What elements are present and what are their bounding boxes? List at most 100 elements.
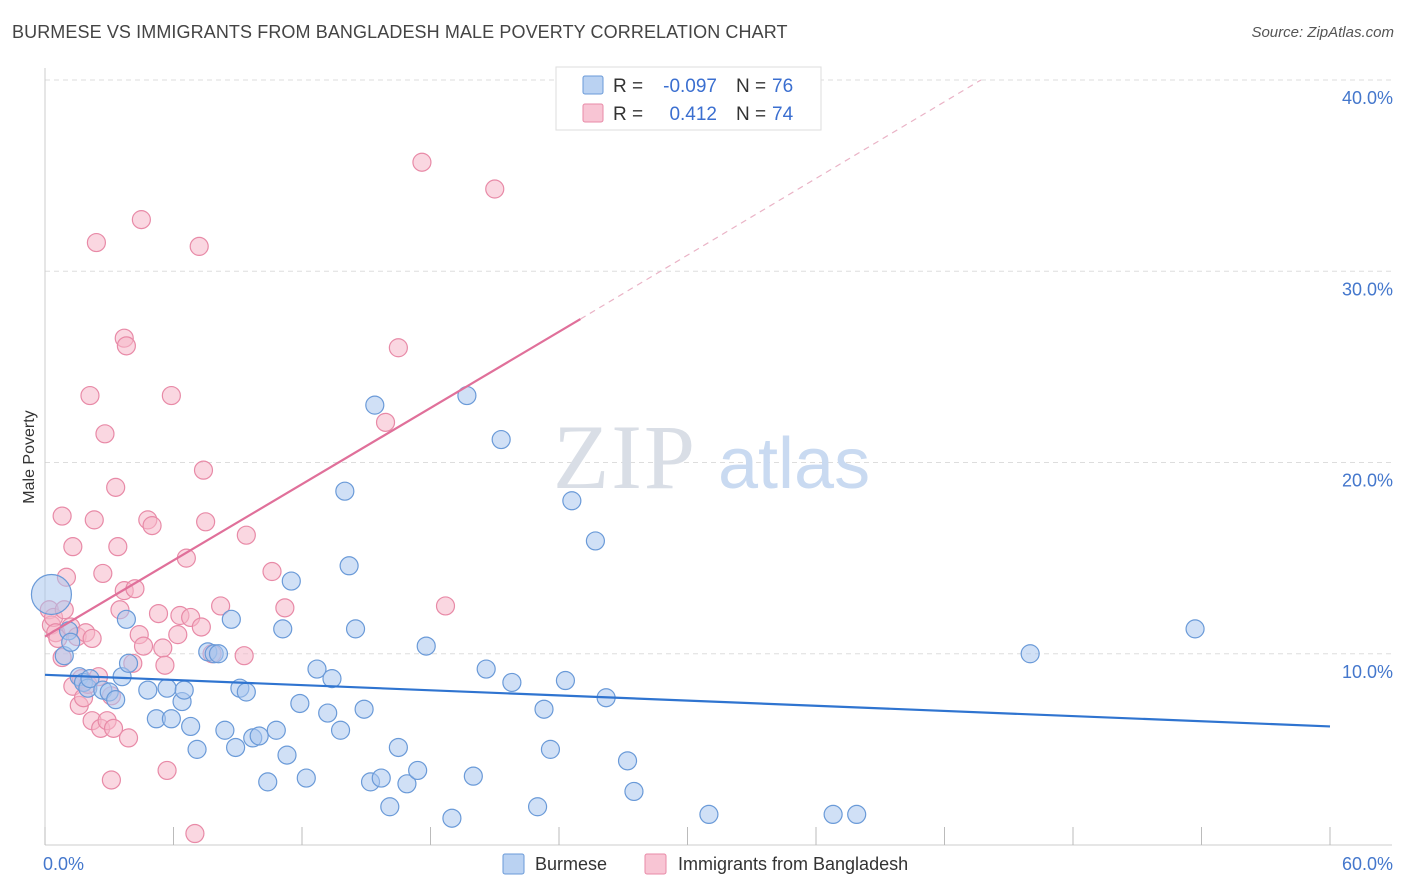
- watermark-atlas: atlas: [718, 424, 870, 504]
- point-bangladesh: [168, 625, 188, 645]
- point-burmese: [161, 709, 181, 729]
- trendlines: [44, 79, 1331, 728]
- point-burmese: [61, 632, 81, 652]
- y-tick-label: 10.0%: [1342, 662, 1393, 682]
- point-bangladesh: [191, 617, 211, 637]
- point-burmese: [555, 670, 576, 691]
- point-burmese: [236, 682, 256, 702]
- point-bangladesh: [193, 460, 214, 480]
- point-burmese: [1020, 644, 1040, 664]
- point-bangladesh: [142, 516, 162, 536]
- legend-r-label-bangladesh: R =: [613, 104, 643, 125]
- bottom-legend-label-bangladesh: Immigrants from Bangladesh: [678, 854, 908, 874]
- point-burmese: [296, 768, 316, 788]
- point-burmese: [290, 693, 310, 714]
- point-burmese: [397, 774, 417, 794]
- point-burmese: [181, 716, 201, 737]
- point-bangladesh: [101, 770, 121, 790]
- point-burmese: [187, 739, 207, 759]
- point-bangladesh: [388, 338, 408, 358]
- y-tick-label: 40.0%: [1342, 88, 1393, 108]
- point-bangladesh: [108, 537, 128, 557]
- point-bangladesh: [412, 152, 432, 172]
- legend-r-value-burmese: -0.097: [663, 76, 717, 97]
- point-bangladesh: [236, 525, 256, 545]
- point-burmese: [277, 745, 297, 765]
- point-bangladesh: [82, 628, 102, 649]
- point-burmese: [562, 491, 582, 511]
- point-bangladesh: [106, 477, 126, 497]
- point-bangladesh: [196, 512, 216, 532]
- point-burmese: [157, 678, 177, 698]
- point-burmese: [388, 737, 408, 758]
- y-tick-label: 30.0%: [1342, 279, 1393, 299]
- point-bangladesh: [86, 232, 107, 253]
- point-burmese: [823, 804, 843, 825]
- series-burmese-points: [30, 385, 1205, 828]
- point-bangladesh: [63, 537, 83, 557]
- point-bangladesh: [131, 210, 151, 230]
- point-burmese: [345, 619, 366, 639]
- point-burmese: [699, 804, 719, 825]
- point-burmese: [266, 720, 286, 740]
- point-burmese: [258, 772, 278, 792]
- bottom-legend-label-burmese: Burmese: [535, 854, 607, 874]
- point-burmese: [318, 703, 338, 723]
- point-burmese: [281, 571, 301, 591]
- point-burmese: [527, 797, 548, 817]
- y-axis-label: Male Poverty: [21, 410, 38, 503]
- legend: R = -0.097 N = 76 R = 0.412 N = 74: [555, 66, 822, 131]
- point-burmese: [416, 636, 436, 656]
- point-burmese: [408, 760, 428, 781]
- point-burmese: [847, 804, 867, 825]
- point-burmese: [442, 808, 462, 828]
- point-burmese: [380, 797, 400, 817]
- legend-r-value-bangladesh: 0.412: [669, 104, 717, 125]
- point-bangladesh: [116, 336, 136, 356]
- point-bangladesh: [52, 506, 72, 526]
- bottom-legend-swatch-bangladesh: [644, 853, 667, 875]
- tick-labels: 10.0% 20.0% 30.0% 40.0% 0.0% 60.0%: [43, 88, 1393, 874]
- point-bangladesh: [84, 510, 104, 530]
- legend-n-label-burmese: N =: [736, 76, 766, 97]
- legend-n-label-bangladesh: N =: [736, 104, 766, 125]
- point-burmese: [624, 781, 644, 802]
- point-bangladesh: [435, 596, 456, 616]
- source-label: Source: ZipAtlas.com: [1251, 24, 1394, 41]
- x-tick-label-max: 60.0%: [1342, 854, 1393, 874]
- point-bangladesh: [148, 603, 169, 624]
- point-bangladesh: [189, 236, 209, 256]
- point-burmese: [330, 720, 351, 740]
- gridlines: [45, 79, 1392, 655]
- watermark-zip: ZIP: [553, 406, 697, 508]
- point-burmese: [174, 680, 194, 700]
- point-bangladesh: [211, 596, 231, 616]
- point-burmese: [354, 699, 374, 719]
- point-bangladesh: [80, 385, 100, 406]
- y-tick-label: 20.0%: [1342, 471, 1393, 491]
- point-burmese: [106, 690, 126, 710]
- legend-n-value-bangladesh: 74: [772, 104, 794, 125]
- point-bangladesh: [93, 563, 113, 584]
- trendline-bangladesh: [44, 318, 581, 638]
- point-bangladesh: [153, 638, 173, 658]
- point-bangladesh: [103, 718, 124, 738]
- point-bangladesh: [133, 636, 154, 656]
- point-bangladesh: [155, 655, 175, 675]
- legend-swatch-bangladesh: [582, 103, 604, 123]
- point-burmese: [116, 609, 136, 629]
- point-bangladesh: [161, 385, 181, 406]
- axes: [44, 68, 1392, 846]
- point-burmese: [339, 556, 359, 576]
- point-burmese: [585, 531, 606, 551]
- point-burmese: [534, 699, 554, 719]
- point-burmese: [365, 395, 385, 415]
- chart-title: BURMESE VS IMMIGRANTS FROM BANGLADESH MA…: [12, 22, 788, 42]
- point-burmese: [617, 751, 638, 771]
- point-burmese: [215, 720, 235, 740]
- series-bangladesh-points: [39, 152, 505, 844]
- point-burmese: [208, 644, 229, 664]
- point-bangladesh: [118, 728, 139, 748]
- legend-n-value-burmese: 76: [772, 76, 793, 97]
